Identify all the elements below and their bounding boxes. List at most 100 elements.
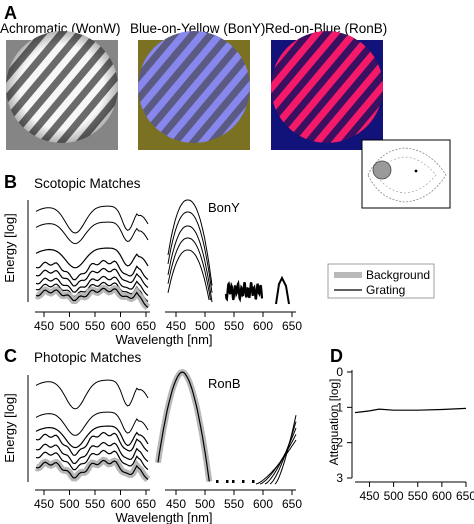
x-tick-label: 450 xyxy=(359,489,379,503)
x-tick-label: 600 xyxy=(110,319,130,333)
peak-curve xyxy=(275,275,290,305)
grating-curve xyxy=(35,425,149,449)
grating-curve xyxy=(167,225,213,303)
x-tick-label: 600 xyxy=(432,489,452,503)
legend: Background Grating xyxy=(327,263,435,299)
x-tick-label: 600 xyxy=(110,497,130,511)
grating-curve xyxy=(167,237,211,301)
grating-curve xyxy=(35,267,149,288)
noise-dot xyxy=(232,480,235,483)
noise-dot xyxy=(216,480,219,483)
grating-curve xyxy=(157,371,210,482)
stimulus-label-ronb: Red-on-Blue (RonB) xyxy=(265,21,387,36)
optic-disc xyxy=(372,160,392,180)
grating-stripe xyxy=(139,31,249,143)
grating-curve xyxy=(35,411,149,436)
x-tick-label: 550 xyxy=(224,497,244,511)
x-tick-label: 550 xyxy=(224,319,244,333)
x-tick-label: 650 xyxy=(282,319,302,333)
grating-stripe xyxy=(138,31,238,142)
grating-stripe xyxy=(172,50,250,143)
grating-curve xyxy=(35,221,149,245)
grating-curve xyxy=(35,441,149,465)
noise-dot xyxy=(226,480,229,483)
attenuation-line xyxy=(354,407,467,414)
panel-c-title: Photopic Matches xyxy=(34,350,142,365)
grating-curve xyxy=(264,427,297,485)
grating-stripe xyxy=(161,41,250,143)
grating-stripe xyxy=(283,32,383,143)
stimulus-label-bony: Blue-on-Yellow (BonY) xyxy=(130,21,265,36)
grating-stripe xyxy=(271,31,349,124)
energy-axis-label-c: Energy [log] xyxy=(2,393,17,462)
x-tick-label: 550 xyxy=(408,489,428,503)
x-tick-label: 600 xyxy=(253,319,273,333)
panel-letter-d: D xyxy=(330,346,343,366)
y-tick-label: 3 xyxy=(336,471,343,485)
x-tick-label: 650 xyxy=(136,319,156,333)
grating-curve xyxy=(35,431,149,456)
grating-curve xyxy=(167,211,213,293)
y-tick-label: 0 xyxy=(336,365,343,379)
x-tick-label: 500 xyxy=(195,319,215,333)
fixation-dot xyxy=(414,169,418,173)
x-tick-label: 450 xyxy=(34,497,54,511)
noise-dot xyxy=(252,480,255,483)
grating-stripe xyxy=(182,59,250,143)
x-tick-label: 500 xyxy=(59,319,79,333)
panel-c-plot: 450 500 550 600 650 450 500 550 600 650 RonB xyxy=(27,368,302,511)
grating-curve xyxy=(35,205,149,234)
grating-stripe xyxy=(271,31,371,142)
x-axis-title-c: Wavelength [nm] xyxy=(115,510,212,524)
grating-curve xyxy=(167,199,213,286)
x-tick-label: 550 xyxy=(85,497,105,511)
grating-stripe xyxy=(305,50,383,143)
legend-background-label: Background xyxy=(366,268,430,282)
y-tick-label: 2 xyxy=(336,436,343,450)
stimulus-vignette xyxy=(6,31,118,143)
grating-curve xyxy=(35,281,149,302)
grating-curve xyxy=(274,415,297,485)
x-tick-label: 450 xyxy=(166,497,186,511)
panel-b-plot: 450 500 550 600 650 450 500 550 600 650 BonY xyxy=(27,199,302,333)
stimulus-ronb xyxy=(271,31,383,150)
noise-curve xyxy=(224,279,264,303)
attenuation-axis-label: Attenuation [log] xyxy=(327,379,341,466)
panel-b-inset-label: BonY xyxy=(208,200,240,215)
grating-stripe xyxy=(138,31,227,133)
grating-stripe xyxy=(294,41,383,143)
grating-curve xyxy=(35,379,149,410)
panel-c-inset-label: RonB xyxy=(208,376,241,391)
grating-curve xyxy=(259,434,297,485)
noise-dot xyxy=(242,480,245,483)
grating-stripe xyxy=(138,31,206,115)
energy-axis-label-b: Energy [log] xyxy=(2,213,17,282)
grating-stripe xyxy=(138,31,216,124)
grating-curve xyxy=(35,459,149,480)
grating-curve xyxy=(35,247,149,269)
eye-inner-contour xyxy=(375,156,437,194)
background-curve xyxy=(155,368,213,482)
x-tick-label: 500 xyxy=(59,497,79,511)
legend-grating-label: Grating xyxy=(366,283,405,297)
x-tick-label: 450 xyxy=(34,319,54,333)
eye-outline xyxy=(367,147,447,203)
stimulus-label-wonw: Achromatic (WonW) xyxy=(0,21,121,36)
x-tick-label: 450 xyxy=(166,319,186,333)
grating-curve xyxy=(35,259,149,281)
x-axis-title-b: Wavelength [nm] xyxy=(115,332,212,347)
stimulus-bony xyxy=(138,31,250,150)
y-tick-label: 1 xyxy=(336,400,343,414)
x-tick-label: 600 xyxy=(253,497,273,511)
grating-stripe xyxy=(150,32,250,143)
grating-curve xyxy=(167,249,210,301)
grating-stripe xyxy=(271,31,360,133)
grating-curve xyxy=(35,275,149,296)
stimulus-wonw xyxy=(6,31,118,150)
panel-d-plot: 0 1 2 3 450 500 550 600 650 xyxy=(336,365,474,503)
x-tick-label: 650 xyxy=(456,489,474,503)
grating-curve xyxy=(35,287,149,308)
x-tick-label: 500 xyxy=(195,497,215,511)
x-tick-label: 550 xyxy=(85,319,105,333)
